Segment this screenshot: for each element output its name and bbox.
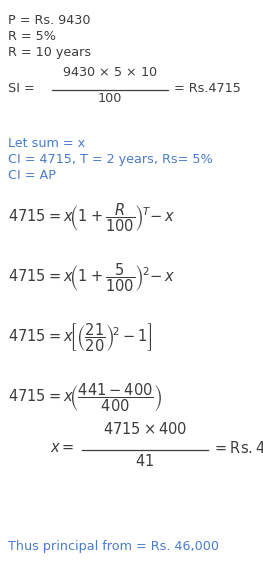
Text: $4715\times400$: $4715\times400$ xyxy=(103,421,187,437)
Text: $4715 = x\!\left(\dfrac{441-400}{400}\right)$: $4715 = x\!\left(\dfrac{441-400}{400}\ri… xyxy=(8,381,162,414)
Text: P = Rs. 9430: P = Rs. 9430 xyxy=(8,14,90,27)
Text: $4715 = x\!\left[\left(\dfrac{21}{20}\right)^{\!2}-1\right]$: $4715 = x\!\left[\left(\dfrac{21}{20}\ri… xyxy=(8,322,153,354)
Text: $x = $: $x = $ xyxy=(50,440,74,455)
Text: 9430 $\times$ 5 $\times$ 10: 9430 $\times$ 5 $\times$ 10 xyxy=(62,66,158,79)
Text: CI = 4715, T = 2 years, Rs= 5%: CI = 4715, T = 2 years, Rs= 5% xyxy=(8,153,213,166)
Text: Thus principal from = Rs. 46,000: Thus principal from = Rs. 46,000 xyxy=(8,540,219,553)
Text: = Rs.4715: = Rs.4715 xyxy=(174,81,241,94)
Text: R = 5%: R = 5% xyxy=(8,30,56,43)
Text: CI = AP: CI = AP xyxy=(8,169,56,182)
Text: SI =: SI = xyxy=(8,81,39,94)
Text: $= \mathrm{Rs.46,000}$: $= \mathrm{Rs.46,000}$ xyxy=(212,439,263,457)
Text: R = 10 years: R = 10 years xyxy=(8,46,91,59)
Text: $41$: $41$ xyxy=(135,453,155,469)
Text: 100: 100 xyxy=(98,92,122,105)
Text: Let sum = x: Let sum = x xyxy=(8,137,85,150)
Text: $4715 = x\!\left(1+\dfrac{5}{100}\right)^{\!2}\!-x$: $4715 = x\!\left(1+\dfrac{5}{100}\right)… xyxy=(8,262,175,294)
Text: $4715 = x\!\left(1+\dfrac{R}{100}\right)^{\!T}\!-x$: $4715 = x\!\left(1+\dfrac{R}{100}\right)… xyxy=(8,202,175,234)
